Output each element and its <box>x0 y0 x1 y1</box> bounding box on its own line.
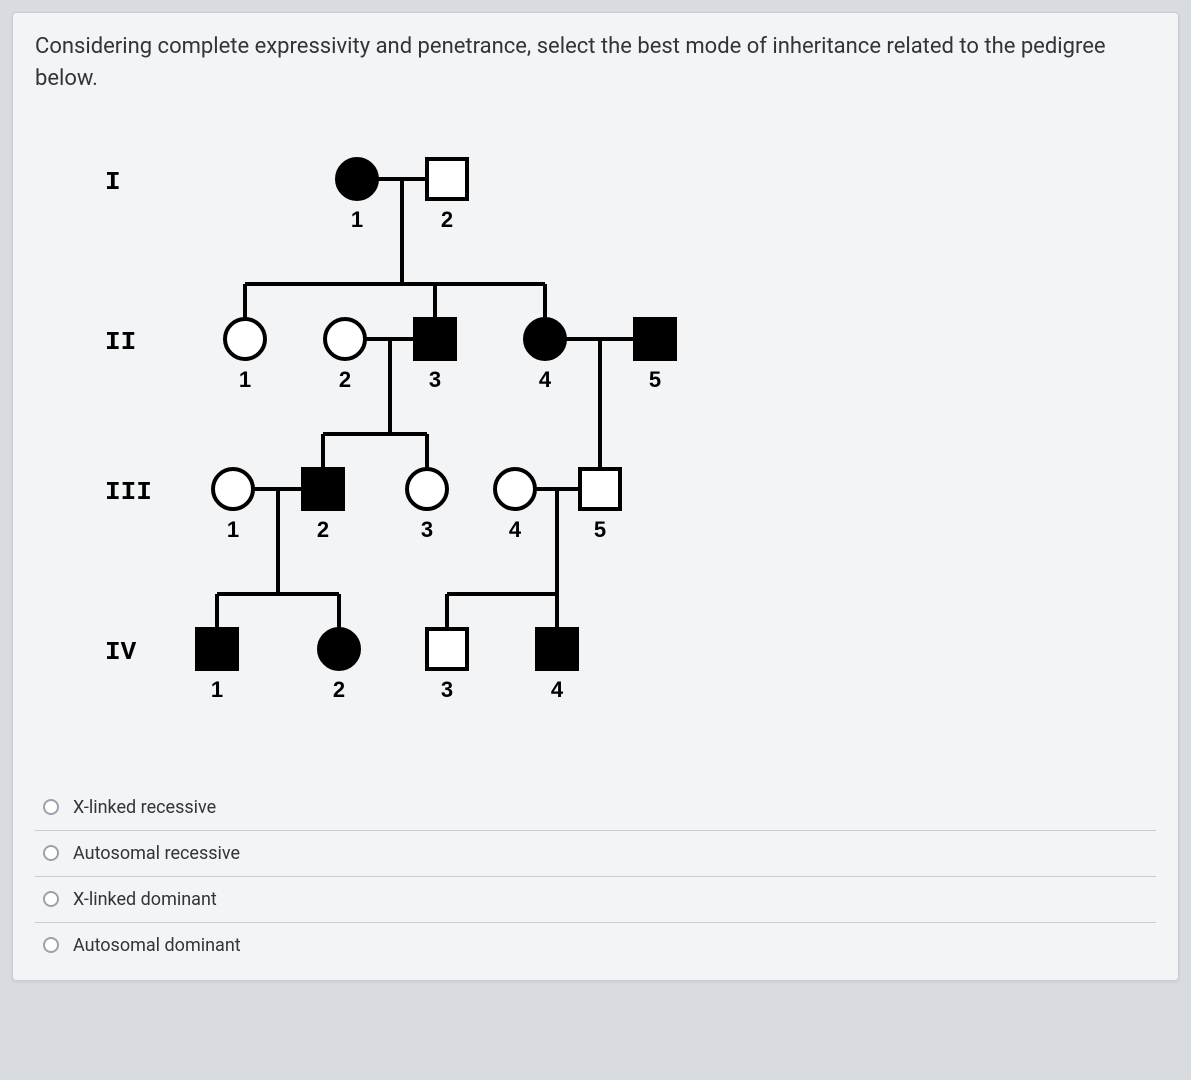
radio-icon <box>43 891 59 907</box>
label-I-1: 1 <box>351 207 363 232</box>
option-label: X-linked dominant <box>73 889 217 910</box>
node-IV-4 <box>537 629 577 669</box>
node-II-5 <box>635 319 675 359</box>
pedigree-svg: I II III IV 1 2 1 2 <box>105 129 765 749</box>
option-3[interactable]: Autosomal dominant <box>35 923 1156 968</box>
node-II-4 <box>525 319 565 359</box>
label-IV-2: 2 <box>333 677 345 702</box>
label-III-1: 1 <box>227 517 239 542</box>
node-II-3 <box>415 319 455 359</box>
node-IV-3 <box>427 629 467 669</box>
label-II-1: 1 <box>239 367 251 392</box>
label-IV-3: 3 <box>441 677 453 702</box>
label-II-5: 5 <box>649 367 661 392</box>
node-II-1 <box>225 319 265 359</box>
radio-icon <box>43 799 59 815</box>
radio-icon <box>43 845 59 861</box>
node-III-4 <box>495 469 535 509</box>
node-II-2 <box>325 319 365 359</box>
node-III-1 <box>213 469 253 509</box>
label-IV-1: 1 <box>211 677 223 702</box>
node-III-3 <box>407 469 447 509</box>
label-III-4: 4 <box>509 517 522 542</box>
gen-label-I: I <box>105 167 121 197</box>
node-I-1 <box>337 159 377 199</box>
label-III-3: 3 <box>421 517 433 542</box>
label-III-5: 5 <box>594 517 606 542</box>
question-text: Considering complete expressivity and pe… <box>35 31 1156 95</box>
node-I-2 <box>427 159 467 199</box>
node-III-5 <box>580 469 620 509</box>
option-label: X-linked recessive <box>73 797 216 818</box>
option-label: Autosomal dominant <box>73 935 241 956</box>
option-2[interactable]: X-linked dominant <box>35 877 1156 923</box>
question-card: Considering complete expressivity and pe… <box>12 12 1179 981</box>
label-IV-4: 4 <box>551 677 564 702</box>
gen-label-III: III <box>105 477 152 507</box>
label-II-4: 4 <box>539 367 552 392</box>
option-1[interactable]: Autosomal recessive <box>35 831 1156 877</box>
label-II-3: 3 <box>429 367 441 392</box>
label-II-2: 2 <box>339 367 351 392</box>
label-III-2: 2 <box>317 517 329 542</box>
node-IV-2 <box>319 629 359 669</box>
label-I-2: 2 <box>441 207 453 232</box>
radio-icon <box>43 937 59 953</box>
option-label: Autosomal recessive <box>73 843 240 864</box>
answer-options: X-linked recessive Autosomal recessive X… <box>35 785 1156 968</box>
pedigree-diagram: I II III IV 1 2 1 2 <box>35 121 1156 777</box>
option-0[interactable]: X-linked recessive <box>35 785 1156 831</box>
gen-label-IV: IV <box>105 637 137 667</box>
node-IV-1 <box>197 629 237 669</box>
gen-label-II: II <box>105 327 136 357</box>
node-III-2 <box>303 469 343 509</box>
